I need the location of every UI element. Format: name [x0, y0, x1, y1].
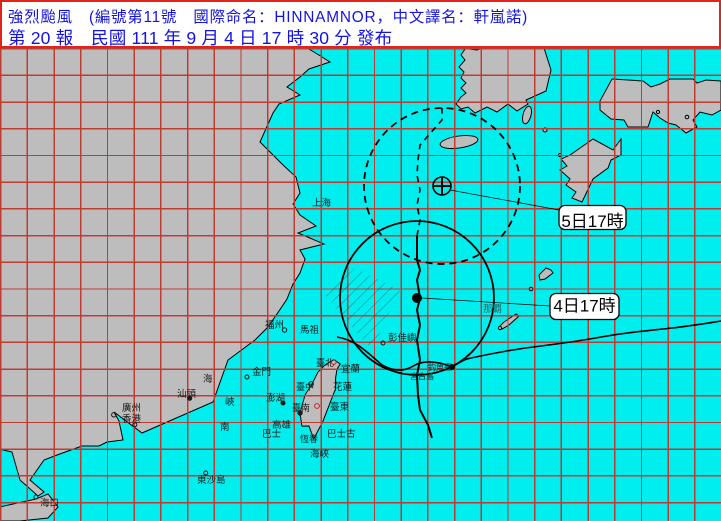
svg-text:馬祖: 馬祖: [300, 324, 320, 336]
svg-text:峽: 峽: [225, 396, 235, 408]
svg-text:巴士古: 巴士古: [327, 428, 356, 440]
svg-text:海峽: 海峽: [310, 448, 330, 460]
svg-text:巴士: 巴士: [262, 428, 282, 440]
svg-text:廣州: 廣州: [122, 402, 141, 414]
svg-text:臺北: 臺北: [316, 357, 334, 368]
svg-text:釣魚臺: 釣魚臺: [428, 362, 452, 372]
svg-text:海口: 海口: [40, 497, 59, 509]
svg-text:澎湖: 澎湖: [266, 392, 285, 404]
svg-text:4日17時: 4日17時: [553, 296, 615, 315]
svg-text:汕頭: 汕頭: [177, 389, 197, 400]
svg-text:5日17時: 5日17時: [561, 212, 623, 231]
svg-text:東沙島: 東沙島: [197, 474, 226, 486]
svg-text:福州: 福州: [265, 319, 284, 331]
svg-text:宮古島: 宮古島: [410, 371, 434, 381]
svg-text:金門: 金門: [252, 366, 271, 378]
svg-text:恆春: 恆春: [300, 433, 318, 444]
svg-text:南: 南: [220, 421, 230, 433]
svg-text:香港: 香港: [122, 413, 142, 425]
svg-text:臺中: 臺中: [296, 381, 314, 392]
svg-text:彭佳嶼: 彭佳嶼: [388, 332, 417, 344]
svg-text:花蓮: 花蓮: [333, 381, 353, 393]
svg-text:宜蘭: 宜蘭: [341, 363, 360, 375]
svg-text:海: 海: [203, 373, 213, 385]
svg-text:那覇: 那覇: [483, 304, 503, 315]
svg-text:上海: 上海: [312, 197, 332, 209]
svg-text:臺東: 臺東: [330, 401, 350, 413]
